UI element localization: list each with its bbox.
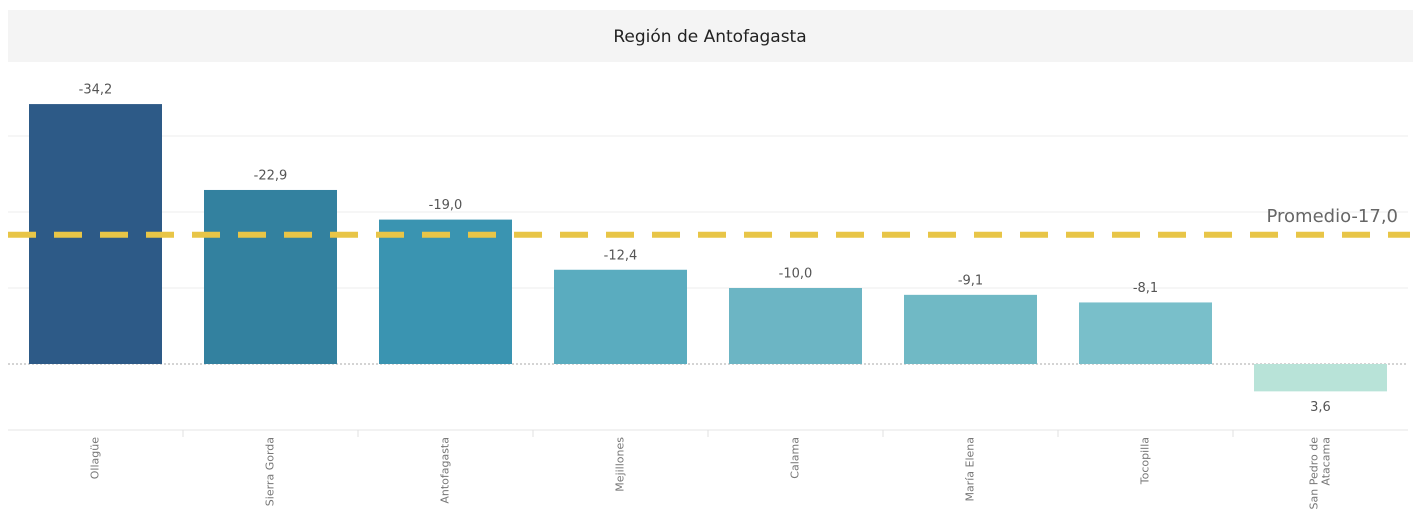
bar bbox=[729, 288, 862, 364]
bar bbox=[1254, 364, 1387, 392]
x-tick-label: Calama bbox=[789, 437, 802, 479]
average-label: Promedio-17,0 bbox=[1266, 206, 1398, 227]
bar bbox=[29, 104, 162, 364]
average-name: Promedio bbox=[1266, 206, 1351, 227]
value-label: 3,6 bbox=[1310, 400, 1331, 415]
value-label: -9,1 bbox=[958, 273, 983, 288]
value-label: -34,2 bbox=[79, 83, 113, 98]
bar bbox=[904, 294, 1037, 364]
x-tick-label: María Elena bbox=[964, 437, 977, 502]
x-tick-label: Sierra Gorda bbox=[264, 437, 277, 506]
x-tick-label: Antofagasta bbox=[439, 437, 452, 504]
value-label: -12,4 bbox=[604, 248, 638, 263]
x-tick-label-line: San Pedro de bbox=[1308, 437, 1321, 510]
bar bbox=[204, 189, 337, 364]
x-tick-label: Ollagüe bbox=[89, 437, 102, 479]
bar bbox=[554, 269, 687, 364]
chart-title: Región de Antofagasta bbox=[613, 27, 806, 47]
bar bbox=[379, 219, 512, 364]
average-value: -17,0 bbox=[1351, 206, 1398, 227]
x-tick-label: Tocopilla bbox=[1139, 437, 1152, 485]
x-tick-label: San Pedro deAtacama bbox=[1308, 437, 1333, 510]
title-bar bbox=[8, 10, 1413, 62]
value-label: -22,9 bbox=[254, 168, 288, 183]
x-tick-label-line: Atacama bbox=[1320, 437, 1333, 486]
x-tick-label: Mejillones bbox=[614, 437, 627, 492]
value-label: -8,1 bbox=[1133, 281, 1158, 296]
bar bbox=[1079, 302, 1212, 364]
value-label: -10,0 bbox=[779, 267, 813, 282]
value-label: -19,0 bbox=[429, 198, 463, 213]
